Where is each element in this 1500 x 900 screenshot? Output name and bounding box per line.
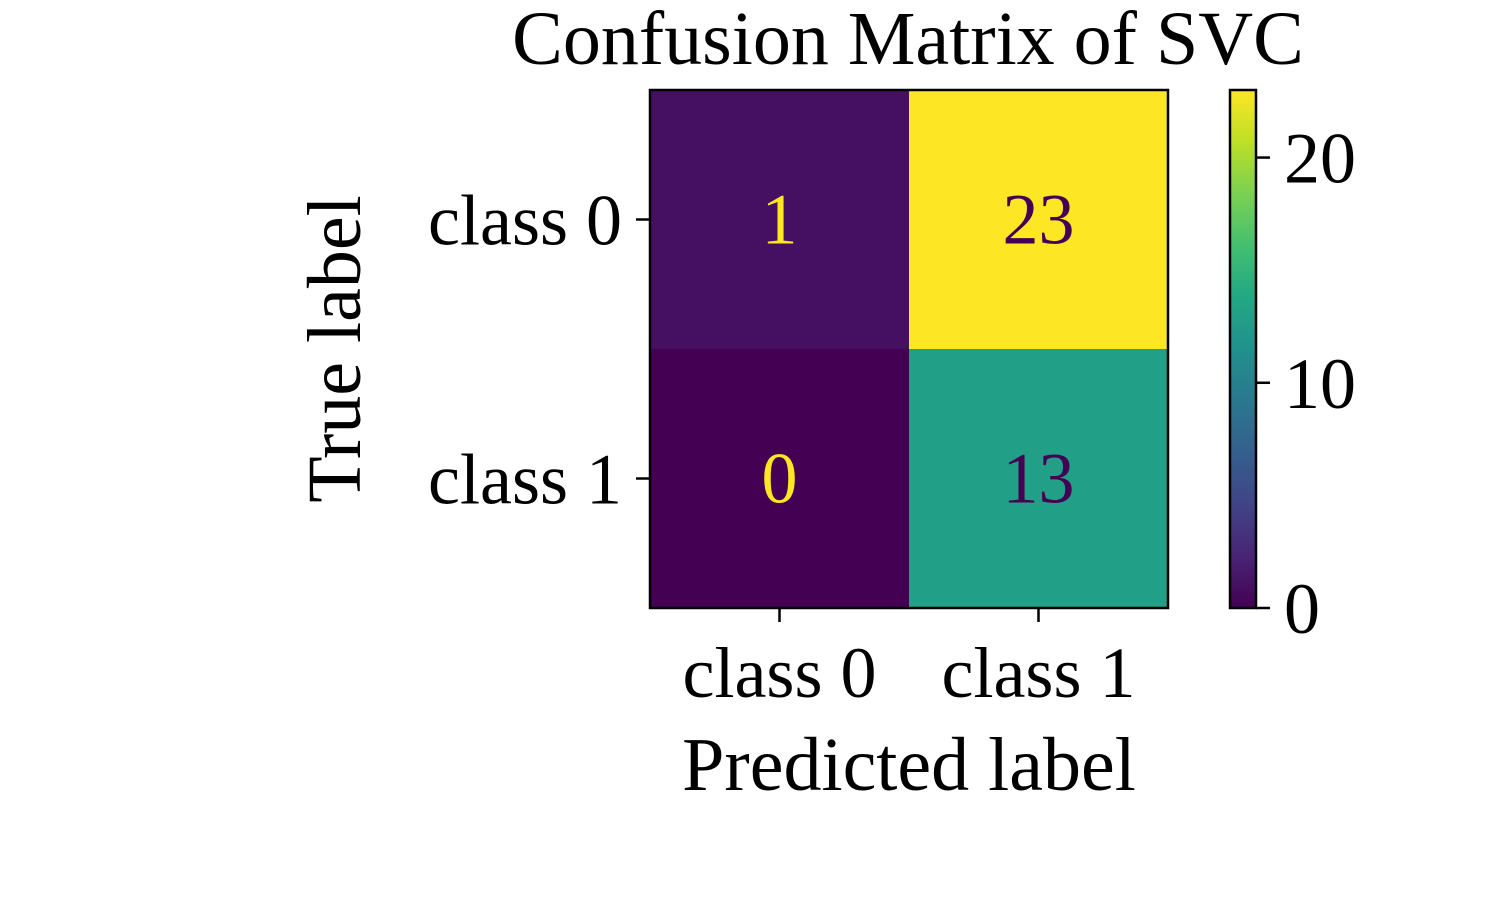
cell-value-label: 23 bbox=[1003, 180, 1075, 260]
cell-value-label: 13 bbox=[1003, 439, 1075, 519]
heatmap-cell bbox=[909, 90, 1169, 350]
y-tick-label: class 1 bbox=[428, 440, 622, 520]
y-axis-label: True label bbox=[293, 195, 377, 503]
colorbar-gradient bbox=[1230, 90, 1256, 608]
colorbar-tick-label: 10 bbox=[1284, 344, 1356, 424]
heatmap-cell bbox=[650, 90, 910, 350]
cell-value-label: 1 bbox=[762, 180, 798, 260]
plot-frame bbox=[648, 88, 1170, 610]
x-tick-label: class 0 bbox=[683, 633, 877, 713]
x-axis-label: Predicted label bbox=[682, 723, 1136, 807]
x-tick-label: class 1 bbox=[942, 633, 1136, 713]
colorbar-frame bbox=[1228, 88, 1258, 610]
colorbar: 0 10 20 bbox=[1228, 88, 1356, 649]
colorbar-tick-label: 0 bbox=[1284, 569, 1320, 649]
heatmap-cell bbox=[650, 349, 910, 609]
cell-value-label: 0 bbox=[762, 439, 798, 519]
colorbar-tick-label: 20 bbox=[1284, 119, 1356, 199]
chart-title: Confusion Matrix of SVC bbox=[512, 0, 1304, 81]
heatmap-cell bbox=[909, 349, 1169, 609]
y-tick-label: class 0 bbox=[428, 181, 622, 261]
